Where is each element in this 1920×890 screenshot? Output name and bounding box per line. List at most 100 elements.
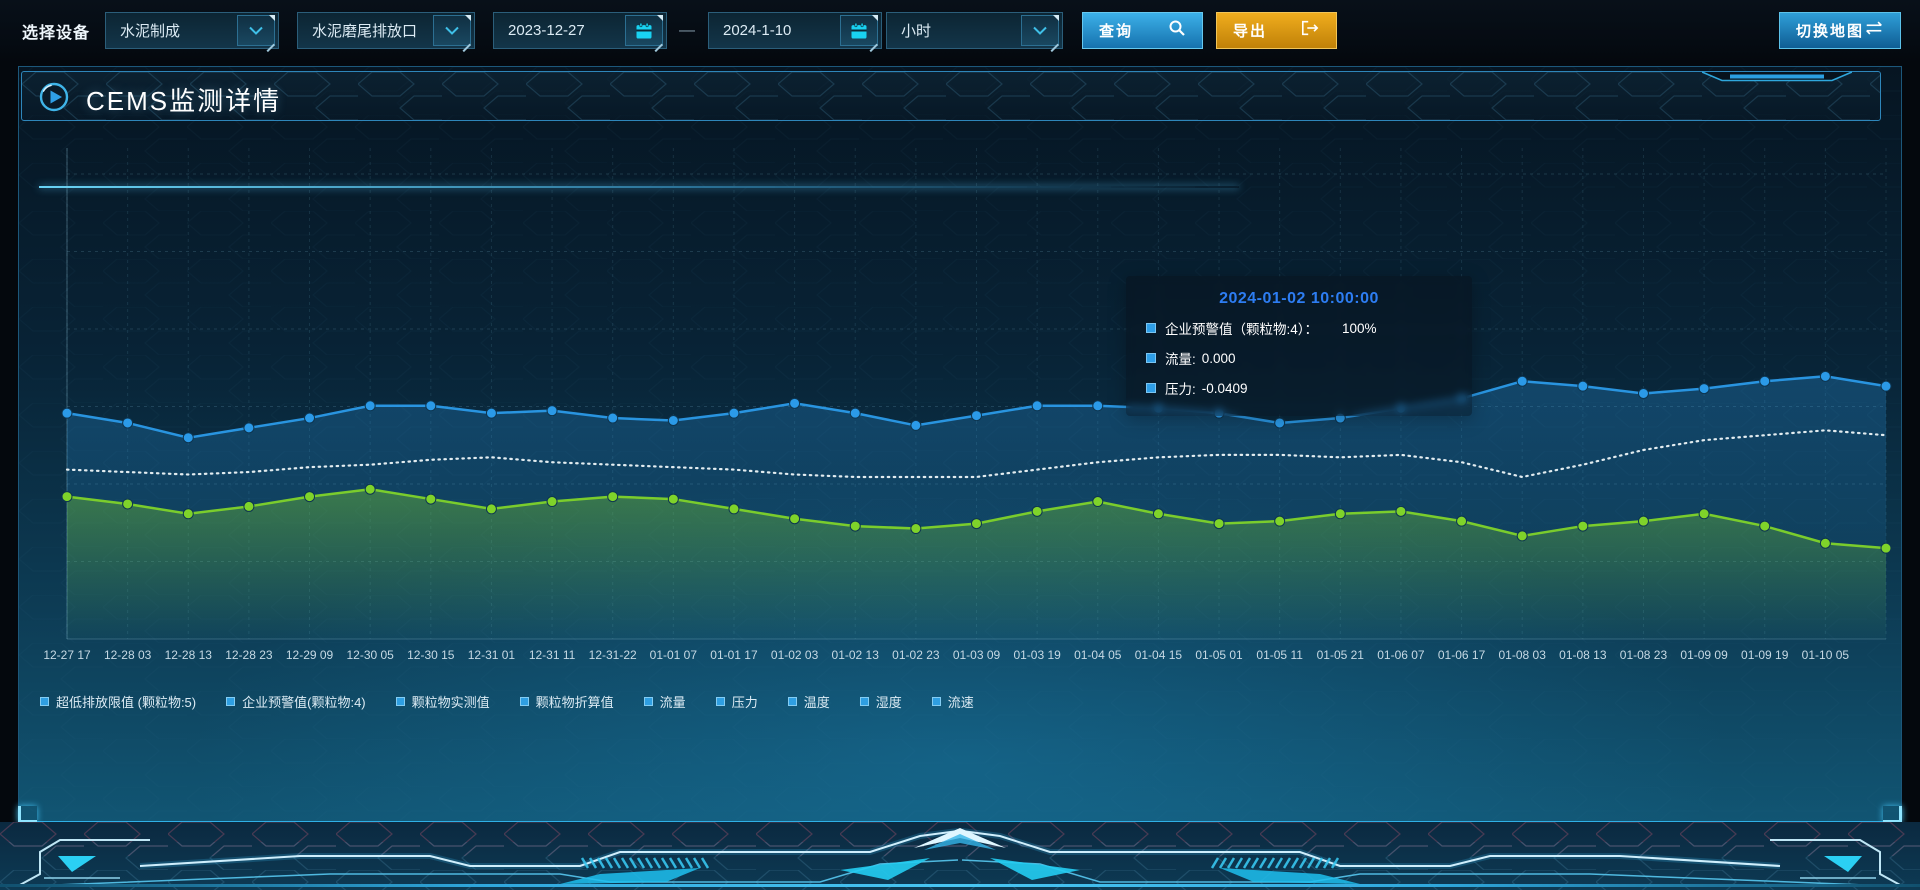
top-toolbar: 选择设备 水泥制成 水泥磨尾排放口 2023-12-27 — [0, 0, 1920, 62]
tooltip-item-label: 企业预警值（颗粒物:4）： — [1165, 322, 1319, 337]
play-badge-icon — [39, 82, 69, 112]
panel-title-bar: CEMS监测详情 — [21, 71, 1881, 121]
legend-label: 压力 — [731, 695, 758, 710]
x-axis-label: 12-30 05 — [346, 648, 394, 662]
x-axis-label: 01-10 05 — [1801, 648, 1850, 662]
x-axis-label: 12-28 13 — [164, 648, 212, 662]
chevron-down-icon[interactable] — [1021, 15, 1059, 46]
legend-item[interactable]: 温度 — [787, 692, 830, 711]
tooltip-items: 企业预警值（颗粒物:4）： 100% 流量: 0.000 压力: -0.0409 — [1146, 318, 1452, 398]
export-icon — [1300, 19, 1320, 42]
outlet-select-value: 水泥磨尾排放口 — [312, 23, 418, 40]
x-axis-label: 01-02 03 — [770, 648, 819, 662]
x-axis-label: 01-05 11 — [1256, 648, 1303, 662]
legend-label: 流量 — [659, 695, 686, 710]
legend-item[interactable]: 颗粒物实测值 — [395, 692, 490, 711]
legend-item[interactable]: 企业预警值(颗粒物:4) — [226, 692, 366, 711]
x-axis-label: 12-31 01 — [467, 648, 516, 662]
export-button[interactable]: 导出 — [1216, 12, 1337, 49]
tooltip-item-value: 100% — [1342, 320, 1377, 336]
legend-item[interactable]: 湿度 — [859, 692, 902, 711]
x-axis-label: 01-08 13 — [1559, 648, 1607, 662]
x-axis-label: 01-01 17 — [710, 648, 758, 662]
legend-item[interactable]: 流量 — [643, 692, 686, 711]
tooltip-item-value: -0.0409 — [1201, 380, 1248, 396]
series-marker-icon — [1146, 353, 1156, 363]
legend-item[interactable]: 压力 — [715, 692, 758, 711]
tooltip-item-label: 压力: — [1165, 382, 1196, 397]
legend-marker-icon — [643, 697, 653, 706]
x-axis-label: 01-01 07 — [649, 648, 698, 662]
interval-select-value: 小时 — [901, 23, 932, 40]
legend-item[interactable]: 颗粒物折算值 — [519, 692, 614, 711]
swap-arrows-icon — [1864, 20, 1884, 41]
title-glow-line — [39, 186, 1239, 188]
chevron-down-icon[interactable] — [433, 15, 471, 46]
x-axis-label: 12-28 03 — [103, 648, 152, 662]
legend-marker-icon — [395, 697, 405, 706]
calendar-icon[interactable] — [625, 15, 663, 46]
x-axis-label: 01-04 05 — [1074, 648, 1122, 662]
legend-marker-icon — [859, 697, 869, 706]
calendar-icon[interactable] — [840, 15, 878, 46]
x-axis-label: 01-08 23 — [1619, 648, 1668, 662]
switch-map-button-label: 切换地图 — [1796, 23, 1865, 40]
legend-label: 颗粒物实测值 — [411, 695, 490, 710]
search-icon — [1168, 19, 1186, 42]
chevron-down-icon[interactable] — [237, 15, 275, 46]
chart-tooltip: 2024-01-02 10:00:00 企业预警值（颗粒物:4）： 100% 流量:… — [1126, 276, 1472, 416]
x-axis: 12-27 17 12-28 03 12-28 13 12-28 23 12-29 09… — [0, 648, 1920, 668]
x-axis-label: 01-08 03 — [1498, 648, 1546, 662]
outlet-select[interactable]: 水泥磨尾排放口 — [297, 12, 475, 49]
series-marker-icon — [1146, 323, 1156, 333]
end-date-picker[interactable]: 2024-1-10 — [708, 12, 882, 49]
x-axis-label: 12-27 17 — [43, 648, 91, 662]
series-marker-icon — [1146, 383, 1156, 393]
query-button-label: 查询 — [1099, 23, 1134, 40]
x-axis-label: 12-29 09 — [285, 648, 334, 662]
tooltip-item-value: 0.000 — [1201, 350, 1236, 366]
panel-title: CEMS监测详情 — [86, 86, 282, 116]
legend-marker-icon — [519, 697, 529, 706]
x-axis-label: 01-06 07 — [1377, 648, 1425, 662]
process-select[interactable]: 水泥制成 — [105, 12, 279, 49]
interval-select[interactable]: 小时 — [886, 12, 1063, 49]
date-range-separator: — — [679, 21, 695, 39]
panel-corner-accent — [18, 806, 37, 823]
device-select-label: 选择设备 — [22, 25, 91, 42]
legend-item[interactable]: 流速 — [931, 692, 974, 711]
switch-map-button[interactable]: 切换地图 — [1779, 12, 1901, 49]
legend-label: 流速 — [947, 695, 974, 710]
tooltip-item: 流量: 0.000 — [1146, 348, 1452, 368]
legend-label: 超低排放限值 (颗粒物:5) — [56, 695, 197, 710]
title-bar-notch — [1702, 71, 1852, 82]
legend-marker-icon — [787, 697, 797, 706]
legend-item[interactable]: 超低排放限值 (颗粒物:5) — [40, 692, 196, 711]
chart-legend: 超低排放限值 (颗粒物:5) 企业预警值(颗粒物:4) 颗粒物实测值 颗粒物折算值 流量… — [40, 692, 974, 711]
tooltip-item: 企业预警值（颗粒物:4）： 100% — [1146, 318, 1452, 338]
x-axis-label: 01-05 01 — [1195, 648, 1243, 662]
x-axis-label: 01-06 17 — [1437, 648, 1486, 662]
query-button[interactable]: 查询 — [1082, 12, 1203, 49]
legend-marker-icon — [715, 697, 725, 706]
hex-pattern-overlay — [22, 72, 1880, 120]
x-axis-label: 12-31-22 — [588, 648, 637, 662]
start-date-picker[interactable]: 2023-12-27 — [493, 12, 667, 49]
start-date-value: 2023-12-27 — [508, 22, 585, 39]
legend-marker-icon — [226, 697, 236, 706]
legend-label: 湿度 — [875, 695, 902, 710]
x-axis-label: 01-05 21 — [1316, 648, 1364, 662]
x-axis-label: 01-09 19 — [1741, 648, 1789, 662]
x-axis-label: 12-31 11 — [528, 648, 576, 662]
legend-label: 温度 — [803, 695, 830, 710]
bottom-decoration — [0, 822, 1920, 890]
tooltip-item-label: 流量: — [1165, 352, 1196, 367]
legend-label: 颗粒物折算值 — [535, 695, 614, 710]
x-axis-label: 01-02 23 — [892, 648, 940, 662]
x-axis-label: 12-30 15 — [407, 648, 455, 662]
tooltip-timestamp: 2024-01-02 10:00:00 — [1219, 290, 1379, 307]
x-axis-label: 01-04 15 — [1134, 648, 1183, 662]
x-axis-label: 12-28 23 — [225, 648, 273, 662]
legend-label: 企业预警值(颗粒物:4) — [242, 695, 366, 710]
